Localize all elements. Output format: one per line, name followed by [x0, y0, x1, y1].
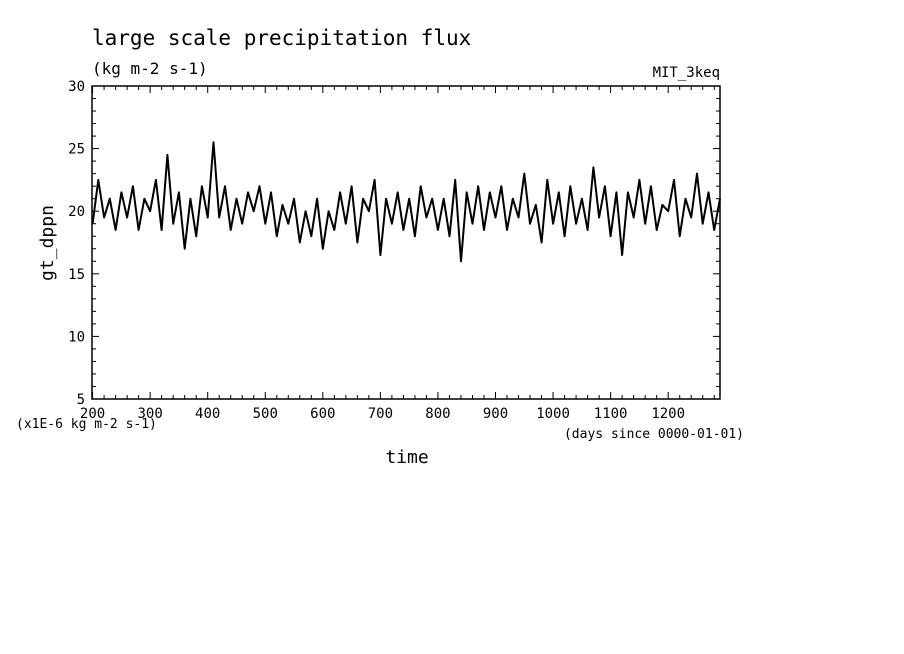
- y-tick-label: 25: [68, 142, 85, 158]
- x-tick-label: 400: [195, 406, 220, 422]
- y-axis-label: gt_dppn: [37, 205, 58, 281]
- x-tick-label: 1200: [651, 406, 685, 422]
- x-tick-label: 900: [483, 406, 508, 422]
- x-tick-label: 300: [137, 406, 162, 422]
- x-axis-units: (days since 0000-01-01): [564, 427, 744, 442]
- axis-ticks: [92, 85, 720, 400]
- y-tick-label: 15: [68, 267, 85, 283]
- y-tick-label: 10: [68, 329, 85, 345]
- y-tick-label: 5: [77, 392, 85, 408]
- x-tick-labels: 200 300 400 500 600 700 800 900 1000 1100 1200: [80, 406, 685, 422]
- chart-title: large scale precipitation flux: [92, 26, 471, 50]
- y-tick-label: 20: [68, 204, 85, 220]
- x-tick-label: 500: [253, 406, 278, 422]
- x-tick-label: 700: [368, 406, 393, 422]
- x-axis-label: time: [385, 447, 428, 468]
- plot-frame: [91, 85, 721, 400]
- x-tick-label: 1000: [536, 406, 570, 422]
- x-tick-label: 800: [425, 406, 450, 422]
- series-line-gt-dppn: [91, 141, 721, 263]
- x-tick-label: 600: [310, 406, 335, 422]
- y-tick-labels: 5 10 15 20 25 30: [68, 79, 85, 408]
- y-tick-label: 30: [68, 79, 85, 95]
- chart-subtitle: (kg m-2 s-1): [92, 59, 208, 78]
- x-tick-label: 200: [80, 406, 105, 422]
- y-axis-units: (x1E-6 kg m-2 s-1): [16, 417, 157, 432]
- x-tick-label: 1100: [594, 406, 628, 422]
- run-annotation: MIT_3keq: [653, 65, 720, 81]
